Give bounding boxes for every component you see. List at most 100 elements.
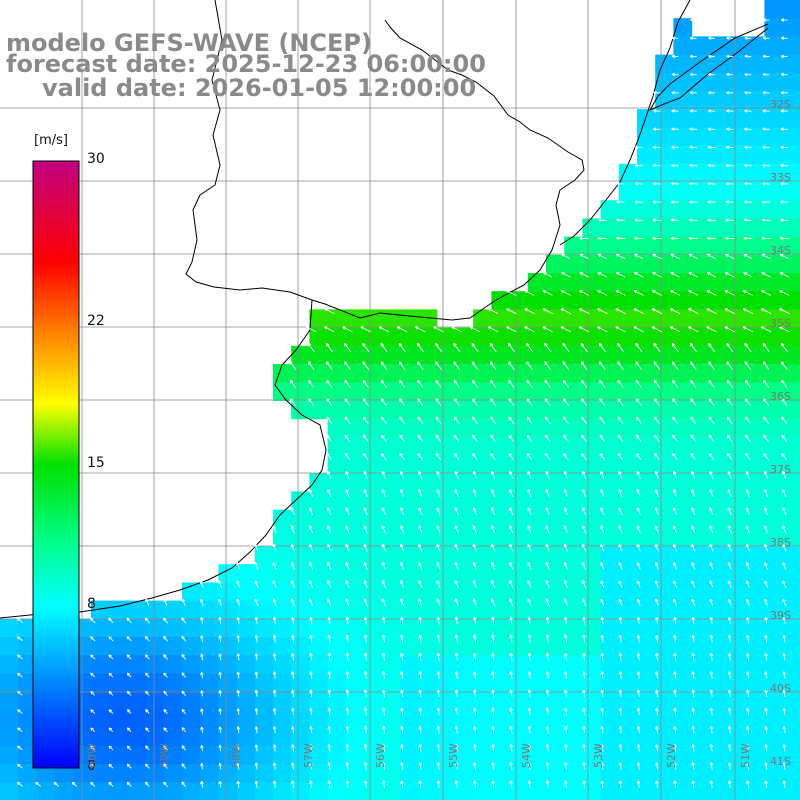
field-cell — [418, 709, 438, 729]
field-cell — [327, 491, 347, 511]
wind-arrow — [382, 616, 386, 625]
field-cell — [546, 746, 565, 765]
wind-arrow — [345, 689, 350, 698]
wind-arrow — [780, 145, 789, 150]
wind-arrow — [436, 507, 441, 516]
field-cell — [673, 655, 693, 674]
field-cell — [200, 691, 219, 711]
field-cell — [582, 673, 602, 693]
wind-arrow — [490, 434, 496, 443]
wind-arrow — [779, 290, 790, 296]
field-cell — [309, 655, 329, 674]
field-cell — [637, 618, 656, 638]
wind-arrow — [526, 342, 534, 353]
wind-arrow — [707, 200, 716, 204]
wind-arrow — [691, 653, 695, 661]
wind-arrow — [324, 308, 335, 315]
wind-arrow — [181, 617, 187, 624]
field-cell — [418, 436, 438, 456]
wind-arrow — [16, 654, 23, 660]
field-cell — [764, 36, 784, 56]
field-cell — [618, 728, 638, 747]
wind-arrow — [617, 434, 624, 443]
wind-arrow — [418, 689, 422, 698]
wind-arrow — [599, 416, 606, 425]
field-cell — [509, 382, 529, 401]
field-cell — [764, 436, 784, 456]
wind-arrow — [345, 489, 350, 498]
field-cell — [218, 764, 238, 784]
longitude-label: 59W — [158, 743, 171, 768]
wind-arrow — [236, 635, 240, 643]
wind-arrow — [344, 342, 352, 353]
field-cell — [436, 382, 456, 401]
field-cell — [291, 582, 310, 602]
wind-arrow — [782, 489, 787, 498]
wind-arrow — [690, 434, 697, 443]
field-cell — [709, 309, 729, 329]
field-cell — [145, 728, 165, 747]
field-cell — [127, 782, 147, 800]
field-cell — [345, 546, 365, 565]
field-cell — [673, 145, 693, 165]
field-cell — [746, 364, 765, 383]
field-cell — [509, 527, 529, 547]
wind-arrow — [563, 507, 568, 516]
wind-arrow — [345, 598, 350, 607]
field-cell — [782, 546, 800, 565]
field-cell — [691, 637, 711, 656]
field-cell — [691, 728, 711, 747]
wind-arrow — [307, 342, 315, 353]
wind-arrow — [655, 653, 659, 661]
wind-arrow — [453, 434, 460, 443]
wind-arrow — [688, 290, 699, 296]
field-cell — [728, 709, 747, 729]
field-cell — [746, 673, 765, 693]
latitude-label: 34S — [770, 244, 791, 257]
field-cell — [145, 709, 165, 729]
field-cell — [582, 273, 602, 292]
wind-arrow — [690, 379, 697, 389]
field-cell — [709, 782, 729, 800]
wind-arrow — [760, 308, 772, 315]
field-cell — [254, 546, 274, 565]
field-cell — [291, 673, 310, 693]
field-cell — [345, 728, 365, 747]
field-cell — [364, 345, 383, 365]
wind-arrow — [506, 326, 517, 333]
field-cell — [418, 782, 438, 800]
field-cell — [564, 473, 583, 492]
field-cell — [746, 127, 765, 147]
wind-arrow — [309, 598, 314, 607]
field-cell — [637, 273, 656, 292]
field-cell — [145, 673, 165, 693]
field-cell — [691, 527, 711, 547]
field-cell — [637, 473, 656, 492]
wind-arrow — [382, 671, 386, 680]
wind-arrow — [218, 616, 222, 625]
wind-arrow — [726, 379, 733, 389]
wind-arrow — [272, 580, 277, 588]
field-cell — [782, 72, 800, 92]
wind-arrow — [272, 634, 277, 643]
field-cell — [364, 473, 383, 492]
field-cell — [455, 455, 474, 474]
field-cell — [728, 273, 747, 292]
field-cell — [400, 746, 420, 765]
field-cell — [564, 564, 583, 583]
field-cell — [309, 309, 329, 329]
field-cell — [728, 418, 747, 438]
wind-arrow — [654, 525, 659, 534]
wind-arrow — [763, 379, 770, 389]
wind-arrow — [436, 616, 441, 625]
field-cell — [364, 509, 383, 529]
field-cell — [400, 309, 420, 329]
wind-arrow — [782, 562, 787, 570]
field-cell — [709, 364, 729, 383]
wind-arrow — [724, 308, 735, 315]
wind-arrow — [472, 434, 478, 443]
wind-arrow — [746, 634, 750, 643]
field-cell — [436, 691, 456, 711]
field-cell — [600, 200, 620, 219]
wind-arrow — [690, 398, 697, 407]
